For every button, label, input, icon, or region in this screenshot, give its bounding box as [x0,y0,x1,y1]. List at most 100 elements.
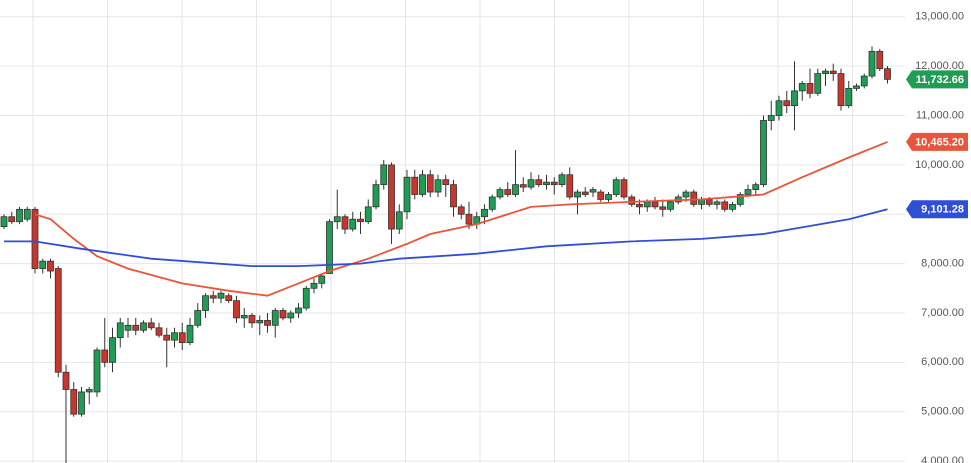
candle-body [752,184,760,190]
candle-body [54,268,62,373]
candle-body [310,282,318,289]
candle-body [364,206,372,223]
candle-body [271,310,279,326]
candle-body [535,179,543,186]
price-badge-label: 9,101.28 [921,204,964,216]
candle-body [884,68,891,80]
candle-body [295,307,302,314]
candle-body [39,260,47,269]
candle-body [62,371,70,390]
candle-body [326,221,333,274]
candle-body [829,70,837,74]
y-tick-label: 6,000.00 [921,356,964,368]
candle-body [419,174,426,195]
candle-body [264,319,271,326]
candle-body [682,191,690,198]
candle-body [217,292,225,299]
candle-body [574,191,581,198]
candle-body [876,50,884,70]
candle-body [581,191,589,195]
candle-body [713,201,721,205]
candle-body [31,208,39,269]
price-badge [906,70,968,89]
candle-body [705,199,713,205]
y-tick-label: 8,000.00 [921,258,964,270]
candle-body [620,179,628,198]
candle-body [395,211,403,230]
candle-body [186,324,194,343]
candle-body [465,213,473,225]
candle-body [744,189,752,195]
candle-body [822,70,829,74]
candle-body [853,85,860,89]
y-tick-label: 13,000.00 [915,11,964,23]
candle-body [791,90,798,107]
candle-body [760,120,767,186]
candle-body [388,164,395,230]
candle-body [116,322,124,339]
candle-body [612,179,620,195]
candle-body [860,75,868,87]
candle-body [225,295,233,302]
price-badge [906,132,968,151]
candle-body [349,218,357,230]
candle-body [775,100,783,116]
candle-body [659,206,667,210]
candle-body [643,201,651,208]
candle-body [16,208,23,223]
candle-body [837,73,845,107]
candle-body [147,322,155,329]
candle-body [589,189,597,193]
moving-average-line [34,141,888,297]
candle-body [163,334,171,341]
candle-body [636,203,643,208]
candle-body [302,287,310,309]
candle-body [202,295,209,311]
candle-body [868,50,876,77]
candle-body [209,295,217,299]
candle-body [155,327,163,336]
candle-body [488,196,496,210]
candle-body [457,206,465,215]
candle-body [0,216,8,227]
candle-body [333,216,341,223]
candle-body [496,189,504,198]
candle-body [248,315,256,324]
candle-body [597,191,605,200]
candle-body [434,179,442,193]
candle-body [109,337,116,363]
candle-body [736,194,744,205]
candle-body [481,208,488,218]
candle-body [124,324,132,331]
y-tick-label: 4,000.00 [921,455,964,463]
candle-body [783,100,791,107]
candle-body [8,216,16,223]
candle-body [550,181,558,186]
y-tick-label: 7,000.00 [921,307,964,319]
candle-body [256,319,264,324]
candle-body [806,83,814,94]
candle-body [690,191,698,205]
candle-body [767,115,775,121]
candle-body [140,322,147,331]
moving-average-line [4,208,888,267]
y-tick-label: 12,000.00 [915,60,964,72]
candle-body [426,174,434,193]
candle-body [171,332,178,341]
candle-body [132,324,140,331]
candle-body [628,196,636,205]
candle-body [558,174,566,186]
candle-body [814,73,822,94]
y-tick-label: 11,000.00 [916,109,964,121]
candle-body [721,201,729,210]
candle-body [233,300,240,319]
candle-body [543,181,550,186]
candle-body [318,275,326,284]
candle-body [411,176,419,195]
candle-body [442,179,450,186]
candle-body [729,203,736,210]
candle-body [194,310,202,326]
candle-body [605,194,612,200]
candle-body [240,315,248,319]
